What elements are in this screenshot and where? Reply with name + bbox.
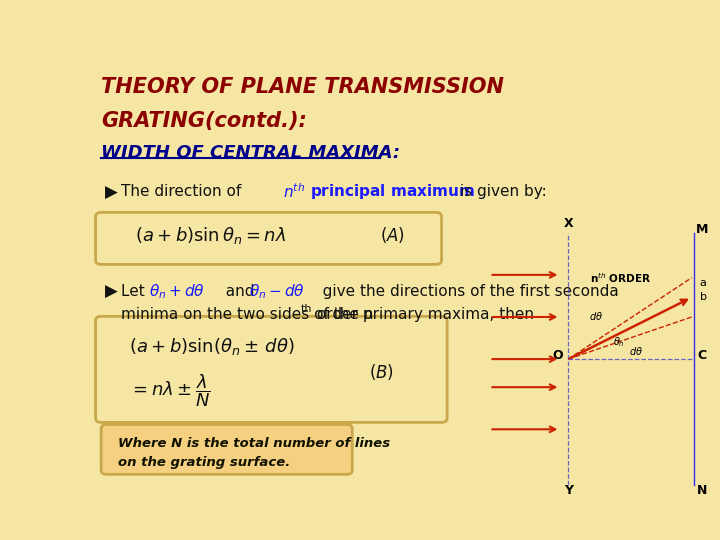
Text: $\mathit{\mathbf{principal\ maximum}}$: $\mathit{\mathbf{principal\ maximum}}$ (310, 182, 475, 201)
Text: minima on the two sides of the n: minima on the two sides of the n (121, 307, 373, 322)
Text: a: a (700, 278, 706, 288)
Text: The direction of: The direction of (121, 184, 246, 199)
Text: THEORY OF PLANE TRANSMISSION: THEORY OF PLANE TRANSMISSION (101, 77, 504, 97)
Text: $\mathbf{\mathit{n}}^{\mathbf{\mathit{th}}}$: $\mathbf{\mathit{n}}^{\mathbf{\mathit{th… (282, 183, 305, 201)
Text: $(A)$: $(A)$ (380, 225, 405, 245)
Text: C: C (698, 349, 707, 362)
Text: GRATING(contd.):: GRATING(contd.): (101, 111, 307, 131)
Text: order primary maxima, then: order primary maxima, then (312, 307, 534, 322)
Text: WIDTH OF CENTRAL MAXIMA:: WIDTH OF CENTRAL MAXIMA: (101, 144, 400, 162)
Text: O: O (552, 349, 563, 362)
Text: give the directions of the first seconda: give the directions of the first seconda (307, 284, 618, 299)
Text: Let: Let (121, 284, 149, 299)
Text: $\theta_n$: $\theta_n$ (613, 335, 625, 349)
FancyBboxPatch shape (96, 316, 447, 422)
Text: $d\theta$: $d\theta$ (629, 345, 643, 357)
Text: Y: Y (564, 484, 573, 497)
Text: n$^{th}$ ORDER: n$^{th}$ ORDER (590, 272, 652, 285)
Text: $(a+b)\sin(\theta_n \pm\, d\theta)$: $(a+b)\sin(\theta_n \pm\, d\theta)$ (129, 336, 295, 357)
Text: $\theta_n + d\theta$: $\theta_n + d\theta$ (148, 282, 204, 301)
Text: $d\theta$: $d\theta$ (589, 310, 603, 322)
Text: $\blacktriangleright$: $\blacktriangleright$ (101, 183, 119, 201)
Text: Where N is the total number of lines
on the grating surface.: Where N is the total number of lines on … (118, 437, 390, 469)
Text: b: b (700, 292, 706, 302)
Text: N: N (697, 484, 708, 497)
Text: X: X (564, 217, 573, 230)
FancyBboxPatch shape (101, 424, 352, 474)
Text: M: M (696, 222, 708, 236)
Text: th: th (301, 304, 312, 314)
Text: $\blacktriangleright$: $\blacktriangleright$ (101, 282, 119, 300)
FancyBboxPatch shape (96, 212, 441, 265)
Text: is given by:: is given by: (456, 184, 547, 199)
Text: $= n\lambda \pm \dfrac{\lambda}{N}$: $= n\lambda \pm \dfrac{\lambda}{N}$ (129, 372, 211, 409)
Text: $(B)$: $(B)$ (369, 362, 394, 382)
Text: and: and (215, 284, 254, 299)
Text: $\theta_n - d\theta$: $\theta_n - d\theta$ (249, 282, 305, 301)
Text: $(a+b)\sin\theta_n = n\lambda$: $(a+b)\sin\theta_n = n\lambda$ (135, 225, 286, 246)
